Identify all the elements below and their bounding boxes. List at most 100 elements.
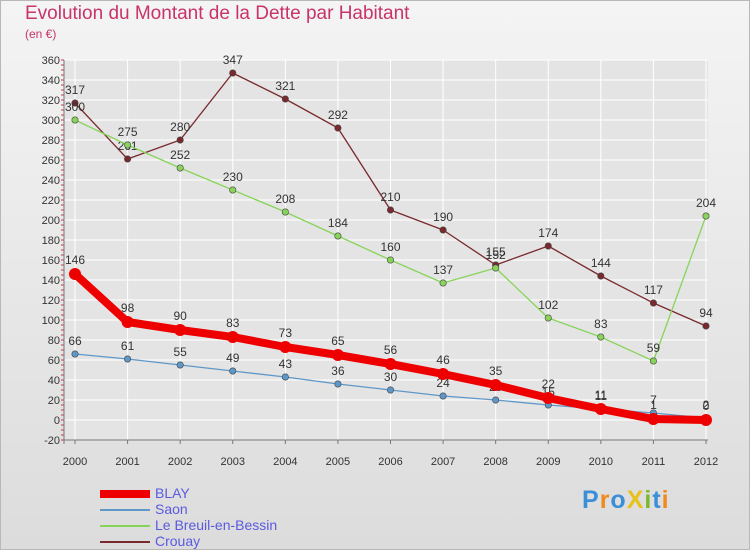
data-point-blay	[69, 268, 81, 280]
data-label-saon: 24	[436, 376, 450, 390]
x-tick-label: 2008	[483, 456, 507, 468]
data-label-crouay: 155	[486, 245, 506, 259]
data-label-le-breuil-en-bessin: 152	[486, 248, 506, 262]
data-label-le-breuil-en-bessin: 59	[647, 341, 661, 355]
data-point-blay	[542, 392, 555, 404]
data-label-le-breuil-en-bessin: 252	[170, 148, 190, 162]
data-point-le-breuil-en-bessin	[386, 256, 394, 264]
logo-letter: t	[652, 486, 662, 514]
data-point-saon	[71, 350, 79, 358]
legend-swatch-saon	[100, 509, 150, 511]
data-point-saon	[281, 373, 289, 381]
data-label-saon: 66	[68, 334, 82, 348]
data-point-le-breuil-en-bessin	[544, 314, 552, 322]
x-tick-label: 2006	[378, 456, 402, 468]
y-tick-label: 280	[42, 135, 60, 147]
data-label-crouay: 94	[699, 306, 713, 320]
data-label-blay: 83	[226, 316, 240, 330]
data-point-crouay	[124, 155, 132, 163]
data-point-crouay	[334, 124, 342, 132]
data-point-saon	[124, 355, 132, 363]
data-label-crouay: 174	[538, 226, 558, 240]
y-tick-label: 300	[42, 115, 60, 127]
data-label-blay: 1	[650, 398, 657, 412]
data-label-saon: 49	[226, 351, 240, 365]
data-point-blay	[594, 403, 607, 415]
data-point-blay	[279, 341, 292, 353]
data-point-crouay	[281, 95, 289, 103]
logo-letter: i	[661, 486, 670, 514]
legend-swatch-blay	[100, 490, 150, 498]
data-label-blay: 146	[65, 253, 85, 267]
data-label-crouay: 190	[433, 210, 453, 224]
proxiti-logo: ProXiti	[582, 486, 670, 515]
data-label-le-breuil-en-bessin: 160	[380, 240, 400, 254]
legend-swatch-crouay	[100, 541, 150, 543]
data-point-blay	[174, 324, 187, 336]
logo-letter: r	[599, 486, 611, 514]
data-label-crouay: 292	[328, 108, 348, 122]
data-label-blay: 56	[384, 343, 398, 357]
data-point-le-breuil-en-bessin	[124, 141, 132, 149]
data-label-saon: 11	[595, 389, 608, 403]
data-label-blay: 0	[703, 399, 710, 413]
logo-letter: o	[610, 486, 627, 514]
y-tick-label: 340	[42, 75, 60, 87]
logo-letter: i	[644, 486, 653, 514]
data-label-le-breuil-en-bessin: 230	[223, 170, 243, 184]
y-tick-label: 60	[48, 355, 60, 367]
data-label-le-breuil-en-bessin: 184	[328, 216, 348, 230]
y-tick-label: 140	[42, 275, 60, 287]
data-label-le-breuil-en-bessin: 300	[65, 100, 85, 114]
data-point-le-breuil-en-bessin	[597, 333, 605, 341]
data-point-le-breuil-en-bessin	[649, 357, 657, 365]
legend-label-saon: Saon	[155, 501, 188, 517]
data-point-saon	[492, 396, 500, 404]
x-tick-label: 2001	[115, 456, 139, 468]
logo-letter: X	[626, 486, 645, 514]
x-tick-label: 2004	[273, 456, 297, 468]
data-label-blay: 98	[121, 301, 135, 315]
data-point-blay	[384, 358, 397, 370]
x-tick-label: 2002	[168, 456, 192, 468]
data-point-crouay	[597, 272, 605, 280]
data-label-crouay: 321	[275, 79, 295, 93]
y-tick-label: 220	[42, 195, 60, 207]
data-point-le-breuil-en-bessin	[281, 208, 289, 216]
data-label-saon: 55	[173, 345, 187, 359]
legend-label-crouay: Crouay	[155, 533, 201, 549]
data-label-le-breuil-en-bessin: 83	[594, 317, 608, 331]
y-tick-label: 200	[42, 215, 60, 227]
y-tick-label: 80	[48, 335, 60, 347]
data-label-saon: 36	[331, 364, 345, 378]
data-point-saon	[386, 386, 394, 394]
y-tick-label: 160	[42, 255, 60, 267]
chart-title: Evolution du Montant de la Dette par Hab…	[25, 3, 410, 24]
data-point-crouay	[649, 299, 657, 307]
data-label-saon: 2	[703, 398, 710, 412]
x-tick-label: 2005	[326, 456, 350, 468]
data-label-blay: 65	[331, 334, 345, 348]
data-point-crouay	[71, 99, 79, 107]
data-point-blay	[489, 379, 502, 391]
chart-subtitle: (en €)	[25, 27, 57, 41]
y-tick-label: -20	[44, 435, 60, 447]
data-label-le-breuil-en-bessin: 204	[696, 196, 716, 210]
data-point-crouay	[702, 322, 710, 330]
y-tick-label: 100	[42, 315, 60, 327]
x-tick-label: 2007	[431, 456, 455, 468]
data-point-crouay	[229, 69, 237, 77]
data-label-crouay: 347	[223, 53, 243, 67]
x-tick-label: 2011	[642, 456, 666, 468]
data-point-le-breuil-en-bessin	[176, 164, 184, 172]
data-label-blay: 11	[595, 388, 608, 402]
data-label-crouay: 144	[591, 256, 611, 270]
data-point-blay	[226, 331, 239, 343]
data-point-blay	[700, 414, 712, 426]
data-point-le-breuil-en-bessin	[702, 212, 710, 220]
data-point-blay	[437, 368, 450, 380]
x-tick-label: 2000	[63, 456, 87, 468]
data-point-saon	[334, 380, 342, 388]
data-label-blay: 46	[436, 353, 450, 367]
y-tick-label: 260	[42, 155, 60, 167]
